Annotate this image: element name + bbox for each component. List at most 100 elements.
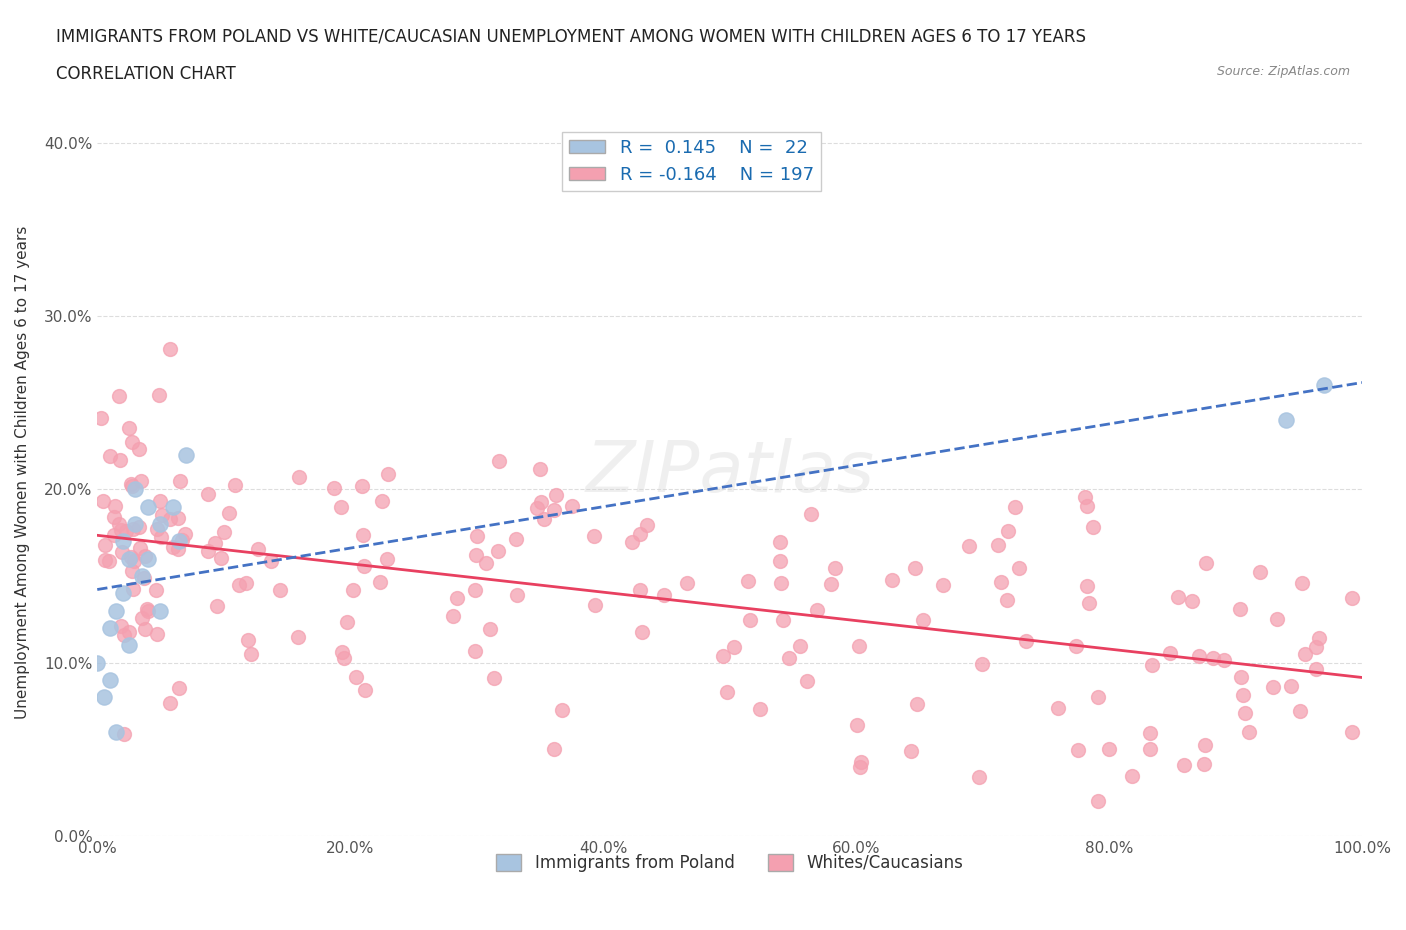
Point	[903, 561, 925, 576]
Point	[131, 610, 153, 625]
Point	[1279, 678, 1302, 693]
Point	[112, 628, 135, 643]
Point	[846, 717, 869, 732]
Point	[148, 388, 170, 403]
Point	[209, 551, 232, 565]
Point	[749, 701, 772, 716]
Point	[118, 625, 141, 640]
Point	[342, 582, 364, 597]
Point	[108, 452, 131, 467]
Point	[269, 583, 291, 598]
Point	[110, 523, 132, 538]
Point	[287, 630, 309, 644]
Legend: Immigrants from Poland, Whites/Caucasians: Immigrants from Poland, Whites/Caucasian…	[489, 847, 970, 879]
Point	[124, 516, 146, 531]
Text: CORRELATION CHART: CORRELATION CHART	[56, 65, 236, 83]
Point	[121, 434, 143, 449]
Point	[131, 474, 153, 489]
Point	[368, 575, 391, 590]
Point	[1098, 741, 1121, 756]
Point	[1340, 724, 1362, 739]
Point	[218, 505, 240, 520]
Point	[354, 683, 377, 698]
Point	[995, 592, 1018, 607]
Point	[1261, 679, 1284, 694]
Point	[1167, 590, 1189, 604]
Point	[323, 481, 346, 496]
Point	[103, 527, 125, 542]
Text: ZIPatlas: ZIPatlas	[585, 437, 875, 507]
Point	[628, 526, 651, 541]
Point	[1194, 737, 1216, 752]
Point	[118, 638, 141, 653]
Point	[131, 568, 153, 583]
Point	[149, 530, 172, 545]
Point	[149, 494, 172, 509]
Point	[820, 577, 842, 591]
Point	[94, 538, 117, 552]
Point	[546, 487, 568, 502]
Point	[987, 538, 1010, 553]
Point	[1308, 631, 1330, 645]
Point	[1173, 757, 1195, 772]
Point	[120, 549, 142, 564]
Point	[132, 571, 155, 586]
Point	[93, 690, 115, 705]
Point	[789, 639, 811, 654]
Point	[239, 647, 262, 662]
Point	[149, 604, 172, 618]
Point	[104, 498, 127, 513]
Point	[800, 507, 823, 522]
Point	[543, 503, 565, 518]
Point	[1159, 646, 1181, 661]
Point	[371, 494, 394, 509]
Point	[676, 575, 699, 590]
Point	[336, 615, 359, 630]
Point	[288, 470, 311, 485]
Point	[330, 644, 353, 659]
Point	[1121, 769, 1143, 784]
Point	[905, 697, 928, 711]
Point	[204, 536, 226, 551]
Point	[849, 760, 872, 775]
Point	[174, 447, 197, 462]
Point	[972, 657, 994, 671]
Point	[467, 528, 489, 543]
Point	[533, 512, 555, 526]
Point	[526, 501, 548, 516]
Point	[1194, 756, 1216, 771]
Point	[967, 770, 990, 785]
Point	[98, 672, 121, 687]
Point	[114, 524, 136, 538]
Point	[990, 575, 1012, 590]
Point	[120, 477, 142, 492]
Point	[957, 538, 980, 553]
Point	[716, 684, 738, 699]
Point	[136, 499, 159, 514]
Point	[352, 527, 374, 542]
Point	[105, 604, 128, 618]
Point	[344, 670, 367, 684]
Point	[1202, 651, 1225, 666]
Point	[1076, 498, 1098, 513]
Point	[112, 726, 135, 741]
Point	[329, 499, 352, 514]
Point	[636, 517, 658, 532]
Point	[505, 532, 527, 547]
Point	[1074, 489, 1097, 504]
Point	[98, 620, 121, 635]
Point	[1181, 593, 1204, 608]
Point	[110, 618, 132, 633]
Point	[583, 598, 606, 613]
Point	[1139, 725, 1161, 740]
Point	[1291, 576, 1313, 591]
Point	[159, 341, 181, 356]
Point	[1014, 634, 1036, 649]
Point	[530, 495, 553, 510]
Point	[631, 624, 654, 639]
Point	[723, 639, 745, 654]
Point	[478, 621, 501, 636]
Point	[136, 603, 159, 618]
Point	[121, 563, 143, 578]
Y-axis label: Unemployment Among Women with Children Ages 6 to 17 years: Unemployment Among Women with Children A…	[15, 225, 30, 719]
